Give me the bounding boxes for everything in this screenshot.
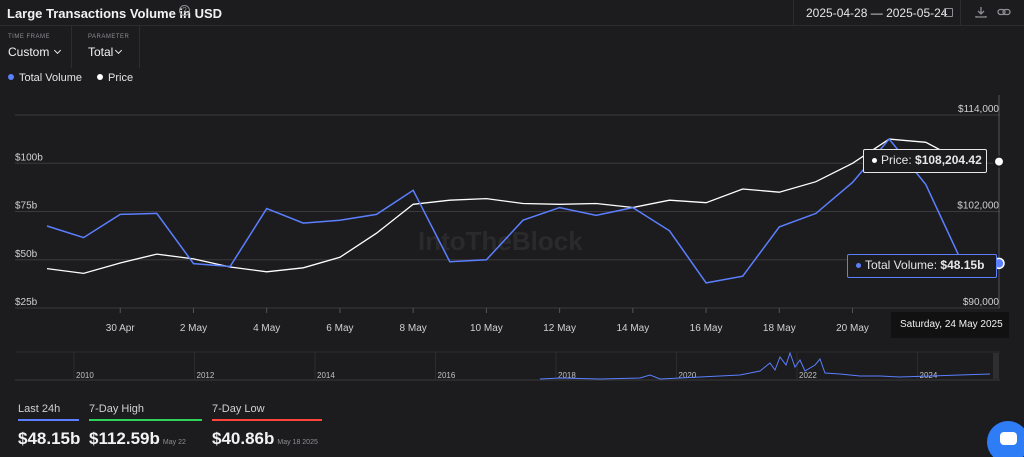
page-title: Large Transactions Volume in USD — [7, 6, 223, 21]
x-tick-label: 16 May — [690, 323, 723, 334]
volume-tooltip: Total Volume: $48.15b — [847, 254, 997, 278]
chat-bubble-icon[interactable] — [987, 421, 1024, 457]
calendar-icon[interactable] — [944, 8, 953, 17]
x-tick-label: 6 May — [326, 323, 353, 334]
x-tick-label: 14 May — [616, 323, 649, 334]
y-tick-label-right: $102,000 — [957, 201, 999, 212]
chart-area[interactable]: $25b $50b $75b $100b $90,000 $102,000 $114,000… — [0, 95, 1024, 385]
tooltip-date: Saturday, 24 May 2025 — [891, 312, 1009, 338]
parameter-value: Total — [88, 45, 114, 59]
chart-legend: Total Volume Price — [8, 72, 145, 84]
y-tick-label-left: $50b — [15, 249, 38, 260]
x-tick-label: 20 May — [836, 323, 869, 334]
link-icon[interactable] — [997, 6, 1011, 18]
navigator-year-label: 2022 — [799, 371, 817, 380]
parameter-caption: PARAMETER — [88, 34, 130, 40]
date-end: 2025-05-24 — [886, 6, 948, 20]
stat-last-24h: Last 24h $48.15b — [18, 403, 81, 449]
tooltip-price-value: $108,204.42 — [915, 153, 982, 167]
y-tick-label-left: $25b — [15, 297, 38, 308]
x-tick-label: 10 May — [470, 323, 503, 334]
navigator-year-label: 2010 — [76, 371, 94, 380]
watermark-text: IntoTheBlock — [418, 226, 583, 256]
x-tick-label: 12 May — [543, 323, 576, 334]
stat-label: 7-Day High — [89, 403, 145, 415]
y-tick-label-left: $75b — [15, 201, 38, 212]
date-range-picker[interactable]: 2025-04-28 — 2025-05-24 — [793, 0, 961, 26]
tooltip-volume-value: $48.15b — [940, 258, 985, 272]
stat-label: Last 24h — [18, 403, 61, 415]
chevron-down-icon — [115, 46, 123, 55]
legend-dot — [97, 74, 104, 80]
x-tick-label: 30 Apr — [106, 323, 136, 334]
price-series-line — [46, 138, 963, 275]
question-circle-icon[interactable]: ? — [179, 5, 190, 16]
navigator-year-label: 2020 — [679, 371, 697, 380]
tooltip-price-label: Price: — [881, 153, 912, 167]
x-tick-label: 2 May — [180, 323, 207, 334]
price-tooltip: Price: $108,204.42 — [863, 149, 987, 173]
legend-label: Total Volume — [19, 72, 82, 84]
x-tick-label: 18 May — [763, 323, 796, 334]
legend-label: Price — [108, 72, 134, 84]
stat-date: May 22 2025 — [162, 438, 186, 446]
chat-bubble-glyph — [1000, 432, 1017, 445]
stat-label: 7-Day Low — [212, 403, 265, 415]
legend-item-price[interactable]: Price — [97, 72, 133, 84]
volume-series-line — [46, 137, 964, 284]
navigator-year-label: 2018 — [558, 371, 576, 380]
tooltip-dot — [856, 263, 861, 268]
timeframe-value: Custom — [8, 45, 50, 59]
price-marker — [993, 155, 1005, 168]
y-tick-label-right: $114,000 — [958, 104, 999, 115]
stat-7day-low: 7-Day Low $40.86b May 18 2025 — [212, 403, 322, 449]
stat-bar — [18, 419, 79, 421]
download-icon[interactable] — [975, 6, 987, 18]
legend-item-volume[interactable]: Total Volume — [8, 72, 82, 84]
chevron-down-icon — [54, 46, 62, 55]
navigator-year-label: 2014 — [317, 371, 335, 380]
timeframe-select[interactable]: TIME FRAME Custom — [0, 26, 72, 68]
tooltip-dot — [872, 158, 877, 163]
stat-value: $112.59b — [89, 428, 160, 448]
navigator-year-label: 2024 — [920, 371, 938, 380]
navigator-year-label: 2016 — [438, 371, 456, 380]
stat-date: May 18 2025 — [277, 438, 318, 446]
x-tick-label: 4 May — [253, 323, 280, 334]
navigator-year-label: 2012 — [197, 371, 215, 380]
navigator-series — [539, 351, 991, 380]
x-tick-label: 8 May — [400, 323, 427, 334]
stat-value: $40.86b — [212, 428, 275, 448]
y-tick-label-right: $90,000 — [963, 297, 1000, 308]
chart-header: Large Transactions Volume in USD ? 2025-… — [0, 0, 1024, 26]
stat-bar — [212, 419, 322, 421]
stat-value: $48.15b — [18, 428, 81, 448]
parameter-select[interactable]: PARAMETER Total — [80, 26, 140, 68]
y-tick-label-left: $100b — [15, 152, 43, 163]
timeframe-caption: TIME FRAME — [8, 34, 50, 40]
navigator-selection — [993, 353, 999, 379]
stat-bar — [89, 419, 202, 421]
date-start: 2025-04-28 — [806, 6, 868, 20]
summary-stats: Last 24h $48.15b 7-Day High $112.59b May … — [0, 395, 1024, 457]
chart-controls: TIME FRAME Custom PARAMETER Total — [0, 26, 1024, 68]
legend-dot — [8, 74, 14, 80]
tooltip-volume-label: Total Volume: — [865, 258, 938, 272]
date-separator: — — [870, 6, 883, 20]
